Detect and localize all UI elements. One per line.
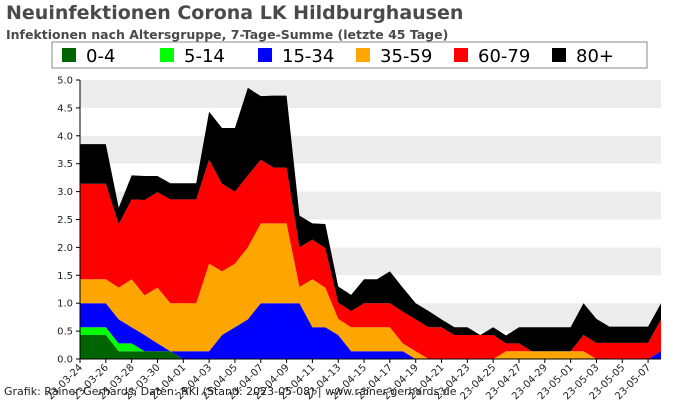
area-35-59: [80, 223, 661, 359]
area-60-79: [80, 159, 661, 359]
y-tick-label: 4.0: [57, 131, 73, 142]
area-80+: [80, 87, 661, 352]
y-tick-label: 4.5: [57, 103, 73, 114]
y-tick-label: 3.0: [57, 187, 73, 198]
legend-label-80+: 80+: [576, 46, 614, 67]
grid-band: [80, 80, 661, 108]
y-tick-label: 5.0: [57, 76, 73, 87]
grid-band: [80, 107, 661, 136]
legend-label-5-14: 5-14: [184, 46, 225, 67]
grid-band: [80, 135, 661, 164]
legend-label-60-79: 60-79: [478, 46, 530, 67]
legend-label-35-59: 35-59: [380, 46, 432, 67]
y-tick-label: 1.0: [57, 299, 73, 310]
legend-swatch-0-4: [62, 48, 76, 62]
y-tick-label: 0.0: [57, 355, 73, 366]
legend-label-0-4: 0-4: [86, 46, 115, 67]
area-15-34: [80, 303, 661, 359]
chart-subtitle: Infektionen nach Altersgruppe, 7-Tage-Su…: [6, 27, 449, 42]
legend-swatch-80+: [552, 48, 566, 62]
source-credit: Grafik: Rainer Gerhards, Daten: RKI (Sta…: [4, 385, 457, 398]
area-0-4: [80, 335, 661, 359]
legend-box: [51, 41, 648, 69]
legend-swatch-15-34: [258, 48, 272, 62]
y-tick-label: 2.5: [57, 215, 73, 226]
legend-swatch-60-79: [454, 48, 468, 62]
y-tick-label: 2.0: [57, 243, 73, 254]
legend-swatch-5-14: [160, 48, 174, 62]
legend-swatch-35-59: [356, 48, 370, 62]
y-tick-label: 3.5: [57, 159, 73, 170]
y-tick-label: 1.5: [57, 271, 73, 282]
y-tick-label: 0.5: [57, 327, 73, 338]
chart-title: Neuinfektionen Corona LK Hildburghausen: [6, 2, 464, 24]
legend-label-15-34: 15-34: [282, 46, 334, 67]
